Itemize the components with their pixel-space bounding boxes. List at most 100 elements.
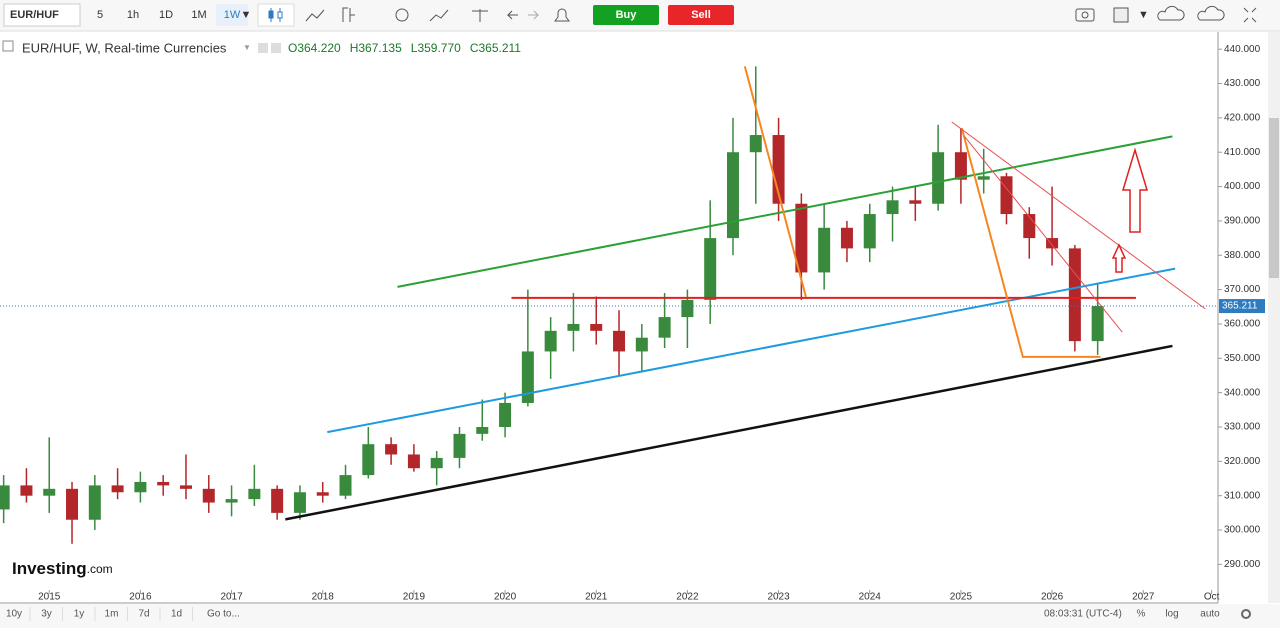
candle-body <box>157 481 170 486</box>
candle-body <box>544 330 557 352</box>
sell-button[interactable] <box>668 5 734 25</box>
sell-label: Sell <box>691 9 711 21</box>
range-button[interactable]: 1m <box>105 609 119 620</box>
tool-icons <box>257 3 1257 27</box>
y-tick-label: 320.000 <box>1224 456 1261 467</box>
range-button[interactable]: 1y <box>74 609 85 620</box>
y-tick-label: 380.000 <box>1224 250 1261 261</box>
goto-button[interactable]: Go to... <box>207 609 240 620</box>
undo-icon[interactable] <box>506 10 518 20</box>
candle-body <box>66 488 79 520</box>
settings-icon[interactable] <box>1241 609 1251 619</box>
legend-icon[interactable] <box>271 43 281 53</box>
candle-body <box>225 499 238 503</box>
candle-body <box>704 238 717 300</box>
candle-body <box>43 488 56 496</box>
bar-icon[interactable] <box>342 7 348 22</box>
redo-icon[interactable] <box>528 10 540 20</box>
interval-button[interactable] <box>183 4 215 26</box>
logo-brand: Investing <box>12 559 87 578</box>
range-button[interactable]: 10y <box>6 609 22 620</box>
candle-body <box>863 214 876 249</box>
candle-body <box>1046 238 1059 249</box>
dropdown[interactable]: ▼ <box>1138 9 1149 21</box>
buy-button[interactable] <box>593 5 659 25</box>
x-tick-label: Oct <box>1204 592 1220 603</box>
range-button[interactable]: 7d <box>138 609 149 620</box>
y-tick-label: 430.000 <box>1224 78 1261 89</box>
option-button[interactable]: log <box>1165 609 1178 620</box>
interval-button[interactable] <box>84 4 116 26</box>
line-icon[interactable] <box>305 9 325 22</box>
symbol-input[interactable] <box>3 3 81 27</box>
candle-body <box>339 475 352 496</box>
x-tick-label: 2020 <box>494 592 517 603</box>
indicator-icon[interactable] <box>429 9 449 22</box>
candle-body <box>476 427 489 434</box>
collapse-icon[interactable] <box>2 40 14 52</box>
option-button[interactable]: % <box>1137 609 1146 620</box>
candle-body <box>271 488 284 513</box>
candle-body <box>795 203 808 273</box>
legend-icon[interactable] <box>258 43 268 53</box>
last-price-box <box>1219 299 1265 314</box>
candle-body <box>818 227 831 273</box>
candle-body <box>179 485 192 489</box>
range-button[interactable]: 3y <box>41 609 52 620</box>
interval-button[interactable] <box>117 4 149 26</box>
trend-line <box>951 121 1206 310</box>
candle-body <box>1000 176 1013 215</box>
scroll-thumb[interactable] <box>1269 118 1279 278</box>
candle-body <box>111 485 124 493</box>
fullscreen-icon[interactable] <box>1243 7 1257 23</box>
candle-body <box>202 488 215 503</box>
candle-body <box>749 135 762 153</box>
alert-icon[interactable] <box>554 8 570 22</box>
x-tick-label: 2017 <box>220 592 243 603</box>
interval-label: 5 <box>97 9 103 21</box>
candle-body <box>726 152 739 239</box>
layout-icon[interactable] <box>1113 7 1129 23</box>
dropdown[interactable]: ▼ <box>241 9 252 21</box>
clock: 08:03:31 (UTC-4) <box>1044 609 1122 620</box>
cloud-save-icon[interactable] <box>1197 5 1225 21</box>
camera-icon[interactable] <box>1075 8 1095 22</box>
settings-icon[interactable] <box>395 8 409 22</box>
y-tick-label: 360.000 <box>1224 319 1261 330</box>
interval-label: 1D <box>159 9 173 21</box>
y-tick-label: 330.000 <box>1224 422 1261 433</box>
trend-line <box>397 135 1173 288</box>
candle-body <box>658 317 671 338</box>
cloud-load-icon[interactable] <box>1157 5 1185 21</box>
y-tick-label: 300.000 <box>1224 525 1261 536</box>
plot <box>0 66 1206 544</box>
x-tick-label: 2025 <box>950 592 973 603</box>
candle-body <box>840 227 853 249</box>
x-tick-label: 2027 <box>1132 592 1155 603</box>
chart-title: EUR/HUF, W, Real-time Currencies <box>22 40 227 55</box>
trend-line <box>285 344 1173 521</box>
x-tick-label: 2019 <box>403 592 426 603</box>
dropdown[interactable]: ▼ <box>243 43 251 52</box>
symbol: EUR/HUF <box>10 9 59 21</box>
candles-btn[interactable] <box>257 3 295 27</box>
scrollbar[interactable] <box>1268 32 1280 603</box>
interval-button[interactable] <box>216 4 248 26</box>
candle-body <box>521 351 534 403</box>
option-button[interactable]: auto <box>1200 609 1220 620</box>
candle-body <box>954 152 967 180</box>
candle-body <box>134 481 147 493</box>
candle-body <box>681 299 694 318</box>
ohlc-value: L359.770 <box>411 41 461 55</box>
trend-line <box>327 267 1176 434</box>
candle-body <box>635 337 648 352</box>
candle-body <box>499 402 512 427</box>
y-tick-label: 420.000 <box>1224 113 1261 124</box>
footer <box>0 604 1280 628</box>
range-button[interactable]: 1d <box>171 609 182 620</box>
y-tick-label: 410.000 <box>1224 147 1261 158</box>
interval-button[interactable] <box>150 4 182 26</box>
logo-suffix: .com <box>87 562 113 576</box>
candle-body <box>316 492 329 496</box>
